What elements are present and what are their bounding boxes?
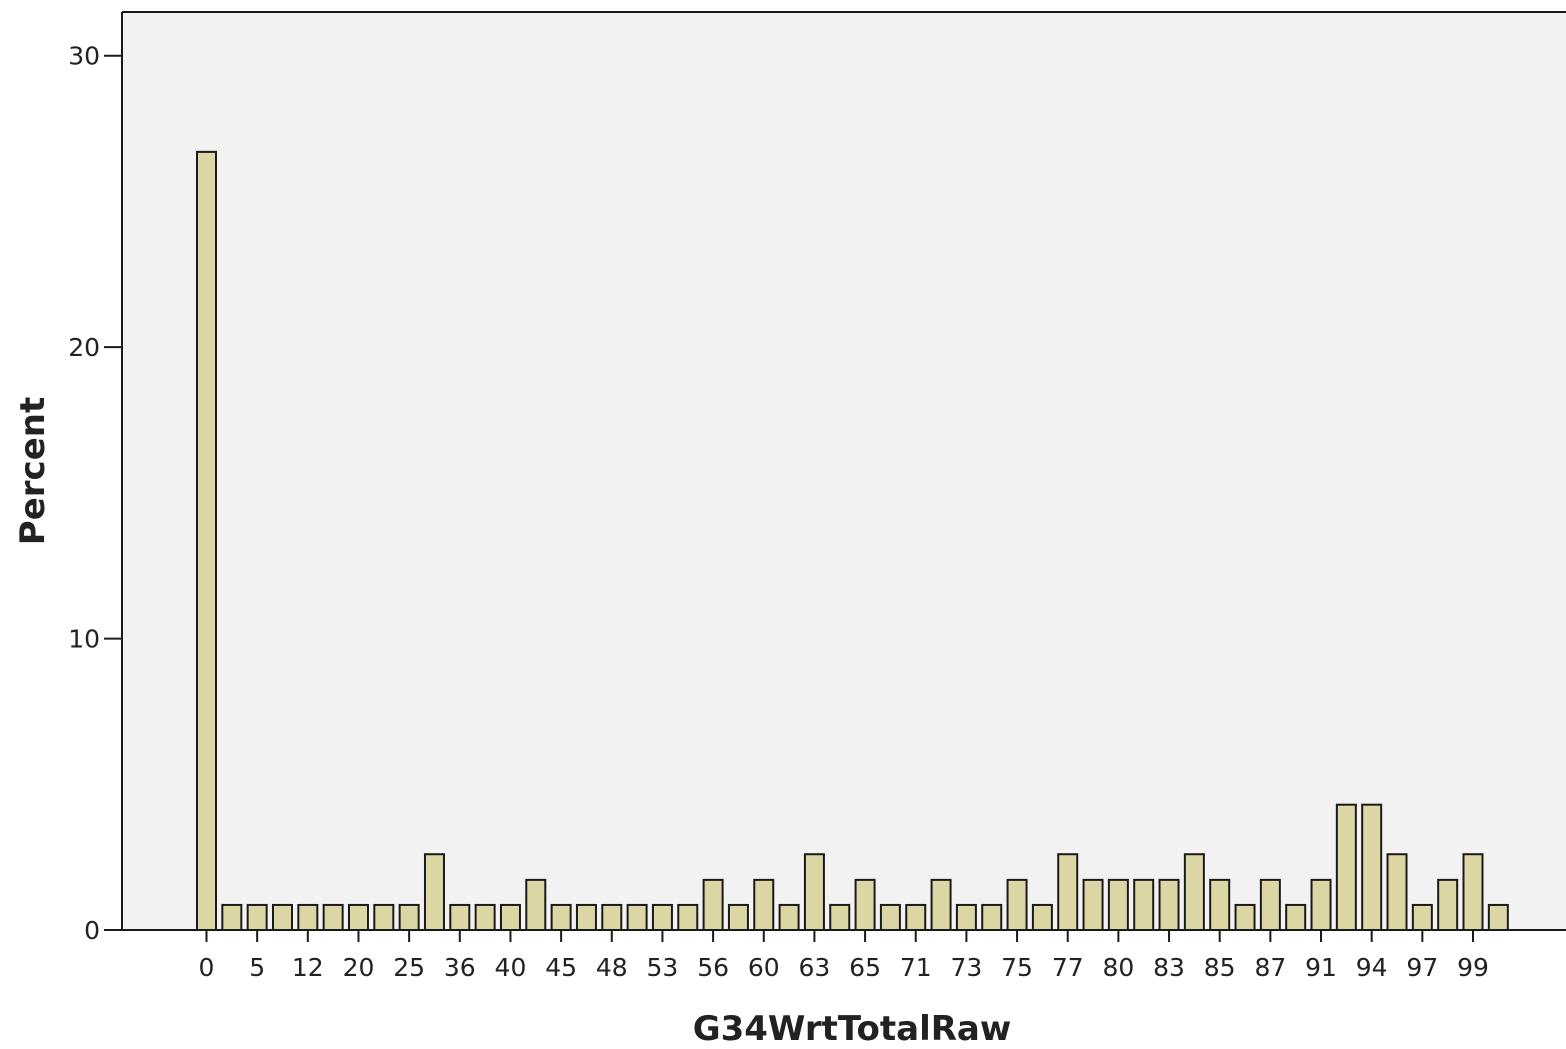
y-tick-label: 20 (68, 333, 100, 362)
bar (1031, 903, 1053, 932)
x-tick-label: 73 (950, 953, 982, 982)
bar (1057, 853, 1079, 931)
bar (981, 903, 1003, 932)
bar (474, 903, 496, 932)
x-tick-label: 91 (1305, 953, 1337, 982)
bar (221, 903, 243, 932)
x-tick-label: 20 (343, 953, 375, 982)
x-tick-label: 60 (748, 953, 780, 982)
bar (955, 903, 977, 932)
bar (1158, 878, 1180, 931)
bar (1234, 903, 1256, 932)
bar (271, 903, 293, 932)
bar (829, 903, 851, 932)
bar (1386, 853, 1408, 931)
x-tick-label: 25 (393, 953, 425, 982)
x-tick-label: 80 (1102, 953, 1134, 982)
bar (398, 903, 420, 932)
plot-area (122, 12, 1566, 930)
bar (930, 878, 952, 931)
bar (651, 903, 673, 932)
bar (1082, 878, 1104, 931)
bar (677, 903, 699, 932)
bar (550, 903, 572, 932)
x-tick-label: 53 (647, 953, 679, 982)
bar (778, 903, 800, 932)
bar (1487, 903, 1509, 932)
x-tick-label: 85 (1204, 953, 1236, 982)
y-axis-ticks: 0 10 20 30 (68, 42, 122, 945)
bar (297, 903, 319, 932)
x-tick-label: 83 (1153, 953, 1185, 982)
bar (879, 903, 901, 932)
bar (1209, 878, 1231, 931)
bar (575, 903, 597, 932)
bar (727, 903, 749, 932)
bar (854, 878, 876, 931)
y-tick-label: 0 (84, 916, 100, 945)
bar (1310, 878, 1332, 931)
x-tick-label: 99 (1457, 953, 1489, 982)
x-tick-label: 45 (545, 953, 577, 982)
bar (423, 853, 445, 931)
x-tick-label: 77 (1052, 953, 1084, 982)
bar (347, 903, 369, 932)
x-tick-label: 71 (900, 953, 932, 982)
x-tick-label: 36 (444, 953, 476, 982)
bar (1462, 853, 1484, 931)
x-tick-label: 97 (1406, 953, 1438, 982)
bar (1133, 878, 1155, 931)
x-tick-label: 5 (249, 953, 265, 982)
bar (1437, 878, 1459, 931)
bar (905, 903, 927, 932)
bar (1335, 803, 1357, 931)
y-tick-label: 10 (68, 625, 100, 654)
bar (626, 903, 648, 932)
bar (373, 903, 395, 932)
y-axis-title: Percent (13, 397, 53, 545)
x-tick-label: 40 (495, 953, 527, 982)
bar (803, 853, 825, 931)
x-tick-label: 56 (697, 953, 729, 982)
x-axis-ticks: 0 5 12 20 25 36 40 45 48 53 56 60 63 65 71 73 75 77 80 83 85… (199, 930, 1489, 982)
x-tick-label: 63 (799, 953, 831, 982)
bars (196, 150, 1509, 932)
bar (1006, 878, 1028, 931)
bar (1183, 853, 1205, 931)
bar (196, 150, 217, 931)
x-tick-label: 0 (199, 953, 215, 982)
x-tick-label: 65 (849, 953, 881, 982)
bar (1411, 903, 1433, 932)
bar (499, 903, 521, 932)
x-tick-label: 75 (1001, 953, 1033, 982)
bar (1285, 903, 1307, 932)
x-tick-label: 12 (292, 953, 324, 982)
bar (246, 903, 268, 932)
bar (601, 903, 623, 932)
bar (449, 903, 471, 932)
bar (753, 878, 775, 931)
bar (702, 878, 724, 931)
bar (1107, 878, 1129, 931)
bar (525, 878, 547, 931)
bar (1259, 878, 1281, 931)
bar (1361, 803, 1383, 931)
x-tick-label: 87 (1254, 953, 1286, 982)
x-axis-title: G34WrtTotalRaw (693, 1009, 1012, 1049)
x-tick-label: 48 (596, 953, 628, 982)
bar (322, 903, 344, 932)
x-tick-label: 94 (1356, 953, 1388, 982)
y-tick-label: 30 (68, 42, 100, 71)
